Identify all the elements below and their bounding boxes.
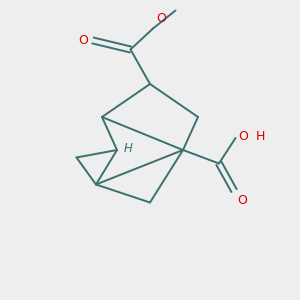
Text: H: H (256, 130, 265, 143)
Text: O: O (238, 130, 248, 143)
Text: O: O (79, 34, 88, 47)
Text: O: O (237, 194, 247, 206)
Text: H: H (124, 142, 133, 155)
Text: O: O (156, 12, 166, 25)
